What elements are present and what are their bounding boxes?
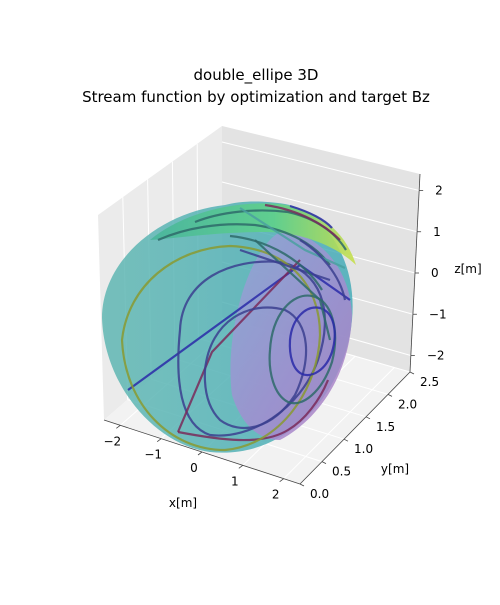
grid-line xyxy=(283,367,395,480)
contour-line xyxy=(288,306,336,377)
contour-line xyxy=(289,204,333,229)
x-tick-mark xyxy=(238,465,244,469)
contour-line xyxy=(264,203,341,241)
z-tick-label: −2 xyxy=(427,349,445,363)
z-tick-label: 1 xyxy=(433,225,441,239)
y-tick-mark xyxy=(365,416,371,420)
contour-line xyxy=(229,234,323,291)
contour-line xyxy=(254,239,332,341)
z-tick-label: 2 xyxy=(435,184,443,198)
contour-line xyxy=(176,259,301,433)
x-tick-label: −2 xyxy=(103,434,121,448)
y-tick-mark xyxy=(299,483,305,487)
x-tick-mark xyxy=(116,425,121,429)
contour-line xyxy=(177,260,326,437)
x-tick-label: −1 xyxy=(144,448,162,462)
y-tick-label: 2.5 xyxy=(420,375,439,389)
contour-line xyxy=(299,239,347,301)
y-axis-label: y[m] xyxy=(381,462,409,476)
z-tick-label: −1 xyxy=(429,307,447,321)
contour-line xyxy=(239,207,346,270)
x-tick-label: 2 xyxy=(272,488,280,502)
x-axis-label: x[m] xyxy=(169,496,197,510)
tick-labels: −2 −1 0 1 2 0.00.51.01.52.02.5 −2 −1 0 1 2 xyxy=(103,184,446,502)
y-tick-label: 2.0 xyxy=(398,397,417,411)
contour-line xyxy=(177,379,330,442)
contour-lines xyxy=(120,203,351,452)
y-tick-mark xyxy=(321,461,327,464)
x-tick-label: 0 xyxy=(190,461,198,475)
y-tick-label: 0.0 xyxy=(310,487,329,501)
grid-line xyxy=(221,141,420,191)
contour-line xyxy=(268,294,337,405)
z-tick-label: 0 xyxy=(431,266,439,280)
grid-line xyxy=(221,181,418,233)
y-axis-line xyxy=(299,371,411,485)
x-tick-mark xyxy=(279,478,284,482)
y-tick-mark xyxy=(387,394,393,397)
z-axis-label: z[m] xyxy=(454,262,481,276)
chart-title: double_ellipe 3D xyxy=(194,66,319,85)
y-tick-mark xyxy=(409,371,415,375)
x-tick-label: 1 xyxy=(231,474,239,488)
chart-subtitle: Stream function by optimization and targ… xyxy=(82,88,430,106)
y-tick-label: 1.5 xyxy=(376,420,395,434)
y-tick-label: 1.0 xyxy=(354,442,373,456)
x-tick-mark xyxy=(156,438,162,442)
x-tick-mark xyxy=(197,451,203,456)
y-tick-label: 0.5 xyxy=(332,465,351,479)
contour-line xyxy=(239,248,331,282)
contour-line xyxy=(120,244,322,452)
y-tick-mark xyxy=(343,438,349,442)
contour-line xyxy=(203,306,308,429)
